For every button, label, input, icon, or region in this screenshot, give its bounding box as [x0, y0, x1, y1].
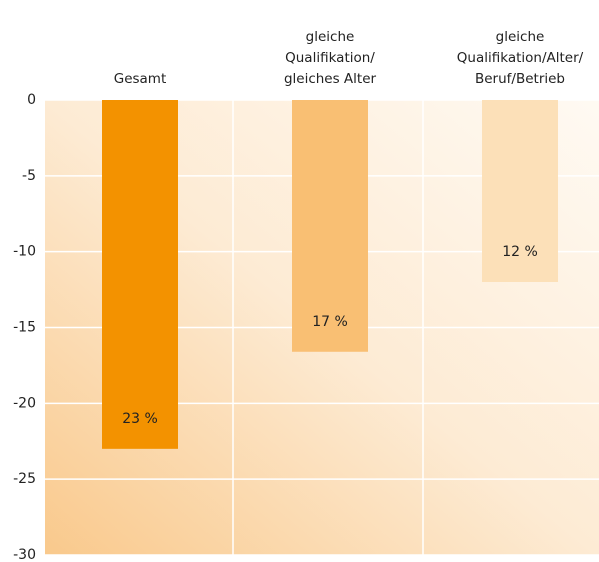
- category-label: gleiche Qualifikation/Alter/ Beruf/Betri…: [456, 29, 584, 87]
- y-tick-label: 0: [27, 92, 36, 108]
- value-label: 23 %: [122, 411, 158, 427]
- value-label: 12 %: [502, 244, 538, 260]
- y-tick-label: -10: [13, 244, 36, 260]
- y-tick-label: -25: [13, 471, 36, 487]
- category-label: gleiche Qualifikation/ gleiches Alter: [283, 29, 377, 87]
- bar: [482, 100, 558, 282]
- y-tick-label: -15: [13, 320, 36, 336]
- y-tick-label: -20: [13, 395, 36, 411]
- y-tick-label: -30: [13, 547, 36, 562]
- value-label: 17 %: [312, 314, 348, 330]
- bar: [102, 100, 178, 449]
- y-tick-label: -5: [22, 168, 36, 184]
- bar: [292, 100, 368, 352]
- category-label: Gesamt: [113, 71, 167, 87]
